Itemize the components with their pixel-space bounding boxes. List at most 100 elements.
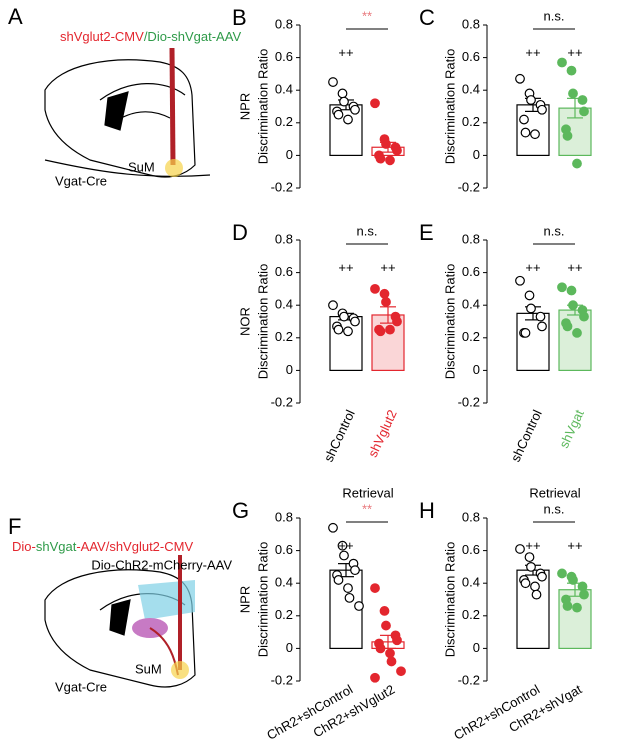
data-point xyxy=(520,328,531,338)
data-point xyxy=(350,104,360,115)
data-point xyxy=(530,581,540,592)
label-line: Dio-ChR2-mCherry-AAV xyxy=(91,557,232,572)
data-point xyxy=(375,326,386,337)
data-point xyxy=(515,544,525,554)
y-tick-label: 0.2 xyxy=(462,607,480,622)
data-point xyxy=(568,575,578,585)
data-point xyxy=(562,601,573,611)
data-point xyxy=(381,139,391,149)
data-point xyxy=(524,552,535,563)
data-point xyxy=(339,311,349,322)
data-point xyxy=(328,300,338,311)
data-point xyxy=(385,155,395,166)
y-tick-label: 0.6 xyxy=(275,49,293,64)
y-tick-label: 0 xyxy=(473,640,480,655)
x-tick-label: shVgat xyxy=(556,407,587,450)
label-part: Dio- xyxy=(12,539,36,554)
data-point xyxy=(375,153,386,164)
y-axis-label: Discrimination Ratio xyxy=(442,49,457,165)
data-point xyxy=(526,95,536,105)
x-tick-label: shVglut2 xyxy=(365,407,400,459)
data-point xyxy=(530,129,540,140)
panel-letter: C xyxy=(419,5,435,30)
y-tick-label: -0.2 xyxy=(271,394,293,409)
y-axis-label: Discrimination Ratio xyxy=(255,49,270,165)
y-tick-label: 0.4 xyxy=(462,297,480,312)
data-point xyxy=(370,98,380,109)
data-point xyxy=(572,602,582,613)
x-tick-label: shControl xyxy=(321,407,358,464)
x-tick-label: shControl xyxy=(508,407,545,464)
data-point xyxy=(515,73,525,84)
brain-outline xyxy=(44,59,196,178)
y-tick-label: 0.4 xyxy=(275,575,293,590)
data-point xyxy=(381,620,391,631)
y-tick-label: 0.8 xyxy=(462,16,480,31)
data-point xyxy=(562,321,573,332)
bar-annotation: ++ xyxy=(525,260,540,275)
y-tick-label: 0 xyxy=(286,362,293,377)
data-point xyxy=(350,316,360,327)
data-point xyxy=(392,316,402,327)
data-point xyxy=(519,114,529,125)
light-cone xyxy=(138,580,195,620)
y-tick-label: 0.6 xyxy=(275,264,293,279)
y-tick-label: 0 xyxy=(473,147,480,162)
y-tick-label: 0.4 xyxy=(462,575,480,590)
panel-letter: D xyxy=(232,220,248,245)
data-point xyxy=(566,285,577,296)
row-label: NPR xyxy=(237,586,252,613)
y-tick-label: 0.8 xyxy=(275,16,293,31)
significance-label: n.s. xyxy=(544,223,565,238)
y-axis-label: Discrimination Ratio xyxy=(442,264,457,380)
y-tick-label: 0.4 xyxy=(462,82,480,97)
y-axis-label: Discrimination Ratio xyxy=(442,542,457,658)
y-tick-label: 0.8 xyxy=(462,231,480,246)
panel-letter: G xyxy=(232,498,249,523)
bar-annotation: ++ xyxy=(567,45,582,60)
data-point xyxy=(333,109,344,120)
data-point xyxy=(537,321,547,332)
data-point xyxy=(524,290,535,301)
data-point xyxy=(328,522,338,533)
data-point xyxy=(392,145,402,156)
y-tick-label: 0.4 xyxy=(275,297,293,312)
panel-letter: A xyxy=(8,4,23,29)
injection-site xyxy=(165,159,183,177)
y-tick-label: 0.4 xyxy=(275,82,293,97)
bar-annotation: ++ xyxy=(338,538,353,553)
y-tick-label: -0.2 xyxy=(458,394,480,409)
data-point xyxy=(386,656,397,667)
data-point xyxy=(557,568,567,579)
y-tick-label: 0 xyxy=(286,640,293,655)
bar xyxy=(516,312,550,372)
y-axis-label: Discrimination Ratio xyxy=(255,542,270,658)
data-point xyxy=(568,88,578,99)
data-point xyxy=(557,57,567,68)
data-point xyxy=(577,95,588,105)
schematic-a xyxy=(44,47,211,178)
data-point xyxy=(557,282,567,293)
y-tick-label: 0 xyxy=(286,147,293,162)
brain-line xyxy=(99,83,186,101)
label-line: shVglut2-CMV/Dio-shVgat-AAV xyxy=(60,29,241,44)
y-tick-label: 0.6 xyxy=(462,264,480,279)
data-point xyxy=(343,326,353,337)
bar-annotation: ++ xyxy=(338,45,353,60)
data-point xyxy=(537,571,547,582)
data-point xyxy=(370,672,380,683)
y-tick-label: 0 xyxy=(473,362,480,377)
panel-letter: B xyxy=(232,5,247,30)
bar-annotation: ++ xyxy=(338,260,353,275)
chart-title: Retrieval xyxy=(342,485,393,500)
data-point xyxy=(396,666,406,677)
bar xyxy=(371,314,405,372)
label-part: shVglut2-CMV xyxy=(60,29,144,44)
data-point xyxy=(333,575,344,585)
panel-letter: E xyxy=(419,220,434,245)
data-point xyxy=(520,578,531,589)
region-label: SuM xyxy=(128,159,155,174)
injection-site xyxy=(171,661,189,679)
label-part: -AAV/shVglut2-CMV xyxy=(76,539,193,554)
row-label: NOR xyxy=(237,307,252,336)
